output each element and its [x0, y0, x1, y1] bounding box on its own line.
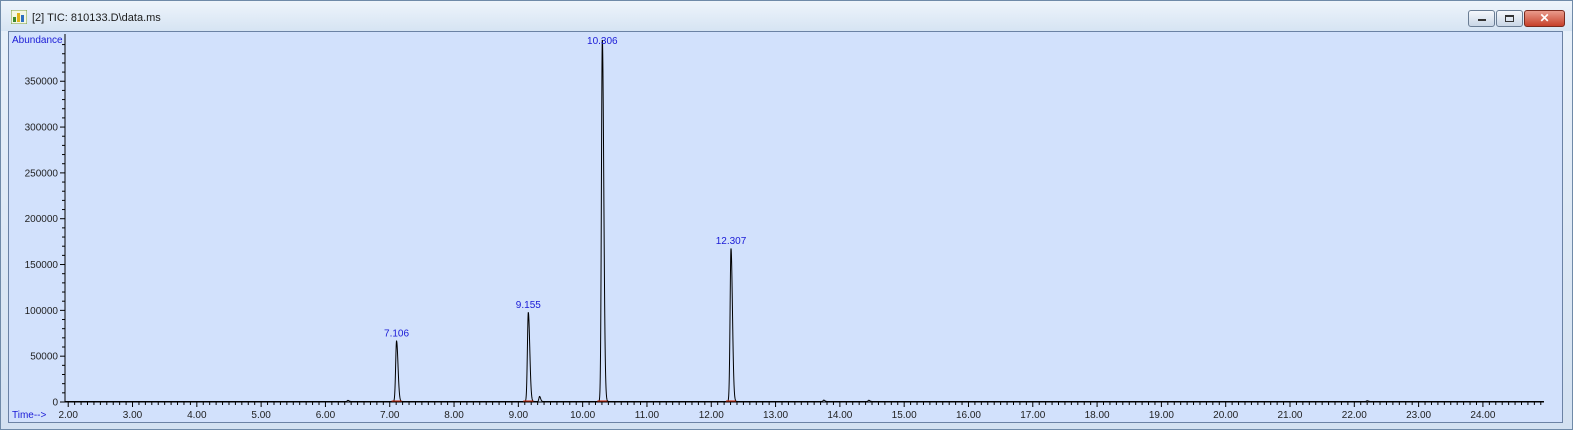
- x-tick-label: 13.00: [763, 410, 788, 421]
- x-tick-label: 9.00: [509, 410, 529, 421]
- x-tick-label: 4.00: [187, 410, 207, 421]
- x-tick-label: 21.00: [1277, 410, 1302, 421]
- x-axis-title: Time-->: [12, 410, 47, 421]
- x-tick-label: 2.00: [58, 410, 78, 421]
- x-tick-label: 19.00: [1149, 410, 1174, 421]
- window-titlebar[interactable]: [2] TIC: 810133.D\data.ms ✕: [1, 1, 1572, 31]
- y-tick-label: 0: [52, 398, 58, 409]
- minimize-button[interactable]: [1468, 10, 1495, 27]
- maximize-icon: [1505, 15, 1514, 22]
- tic-trace: [65, 39, 1544, 402]
- y-tick-label: 100000: [25, 306, 59, 317]
- plot-area[interactable]: 0 50000 100000 150000 200000 250000 300000 3500…: [8, 31, 1563, 423]
- x-tick-label: 22.00: [1342, 410, 1367, 421]
- x-tick-label: 6.00: [316, 410, 336, 421]
- window-title: [2] TIC: 810133.D\data.ms: [32, 12, 161, 24]
- x-tick-label: 24.00: [1470, 410, 1495, 421]
- x-tick-label: 16.00: [956, 410, 981, 421]
- chromatogram-app-icon: [11, 10, 27, 24]
- x-tick-label: 14.00: [827, 410, 852, 421]
- x-tick-label: 5.00: [251, 410, 271, 421]
- x-tick-label: 10.00: [570, 410, 595, 421]
- x-tick-label: 3.00: [123, 410, 143, 421]
- tic-chromatogram-chart: 0 50000 100000 150000 200000 250000 300000 3500…: [12, 34, 1544, 421]
- peak-label: 7.106: [384, 329, 409, 340]
- x-tick-label: 7.00: [380, 410, 400, 421]
- y-tick-label: 350000: [25, 77, 59, 88]
- x-tick-label: 11.00: [635, 410, 660, 421]
- close-button[interactable]: ✕: [1524, 10, 1565, 27]
- close-icon: ✕: [1539, 11, 1550, 25]
- x-tick-label: 12.00: [699, 410, 724, 421]
- y-axis-title: Abundance: [12, 35, 63, 46]
- y-tick-label: 200000: [25, 214, 59, 225]
- x-tick-label: 23.00: [1406, 410, 1431, 421]
- minimize-icon: [1478, 19, 1486, 21]
- peak-label: 12.307: [716, 236, 747, 247]
- x-tick-label: 8.00: [444, 410, 464, 421]
- y-tick-label: 250000: [25, 168, 59, 179]
- maximize-button[interactable]: [1496, 10, 1523, 27]
- y-tick-label: 150000: [25, 260, 59, 271]
- x-tick-label: 15.00: [892, 410, 917, 421]
- peak-label: 9.155: [516, 300, 541, 311]
- x-tick-label: 18.00: [1085, 410, 1110, 421]
- peak-label: 10.306: [587, 36, 618, 47]
- y-tick-label: 50000: [30, 352, 58, 363]
- y-tick-label: 300000: [25, 123, 59, 134]
- x-tick-label: 20.00: [1213, 410, 1238, 421]
- x-tick-label: 17.00: [1020, 410, 1045, 421]
